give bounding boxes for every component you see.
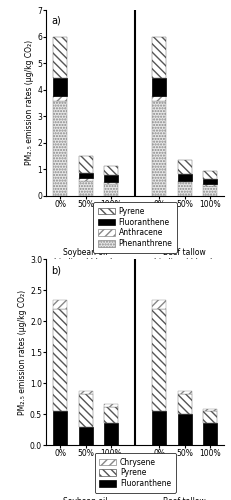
Bar bbox=[79, 394, 93, 426]
Bar bbox=[53, 78, 67, 96]
Bar bbox=[152, 309, 166, 411]
Bar bbox=[53, 309, 67, 411]
Text: Soybean oil
biodiesel blends: Soybean oil biodiesel blends bbox=[55, 497, 117, 500]
Bar bbox=[178, 182, 192, 196]
Bar bbox=[178, 392, 192, 394]
Bar bbox=[79, 173, 93, 178]
Y-axis label: PM₂.₅ emission rates (μg/kg CO₂): PM₂.₅ emission rates (μg/kg CO₂) bbox=[18, 290, 27, 415]
Bar bbox=[104, 166, 118, 175]
Bar bbox=[178, 394, 192, 414]
Bar bbox=[104, 182, 118, 184]
Bar bbox=[152, 300, 166, 309]
Text: b): b) bbox=[52, 265, 61, 275]
Bar bbox=[203, 409, 217, 411]
Text: Beef tallow
biodiesel blends: Beef tallow biodiesel blends bbox=[154, 248, 216, 267]
Bar bbox=[203, 172, 217, 179]
Text: Beef tallow
biodiesel blends: Beef tallow biodiesel blends bbox=[154, 497, 216, 500]
Bar bbox=[53, 300, 67, 309]
Bar bbox=[104, 404, 118, 406]
Y-axis label: PM₂.₅ emission rates (μg/kg CO₂): PM₂.₅ emission rates (μg/kg CO₂) bbox=[25, 40, 34, 166]
Bar bbox=[178, 414, 192, 445]
Bar bbox=[104, 184, 118, 196]
Bar bbox=[104, 406, 118, 424]
Bar bbox=[53, 96, 67, 102]
Bar bbox=[203, 184, 217, 186]
Bar bbox=[104, 424, 118, 445]
Legend: Chrysene, Pyrene, Fluoranthene: Chrysene, Pyrene, Fluoranthene bbox=[95, 453, 176, 493]
Bar bbox=[79, 156, 93, 173]
Bar bbox=[53, 102, 67, 196]
Text: Soybean oil
biodiesel blends: Soybean oil biodiesel blends bbox=[55, 248, 117, 267]
Bar bbox=[79, 392, 93, 394]
Bar bbox=[203, 186, 217, 196]
Bar bbox=[79, 426, 93, 445]
Bar bbox=[178, 181, 192, 182]
Bar bbox=[203, 180, 217, 184]
Bar bbox=[152, 411, 166, 445]
Bar bbox=[152, 96, 166, 102]
Legend: Pyrene, Fluoranthene, Anthracene, Phenanthrene: Pyrene, Fluoranthene, Anthracene, Phenan… bbox=[93, 202, 177, 253]
Bar bbox=[203, 424, 217, 445]
Bar bbox=[53, 411, 67, 445]
Bar bbox=[104, 175, 118, 182]
Text: a): a) bbox=[52, 16, 61, 26]
Bar bbox=[178, 174, 192, 181]
Bar bbox=[79, 178, 93, 181]
Bar bbox=[79, 181, 93, 196]
Bar bbox=[178, 160, 192, 173]
Bar bbox=[152, 78, 166, 96]
Bar bbox=[152, 36, 166, 78]
Bar bbox=[203, 411, 217, 424]
Bar bbox=[152, 102, 166, 196]
Bar bbox=[53, 36, 67, 78]
